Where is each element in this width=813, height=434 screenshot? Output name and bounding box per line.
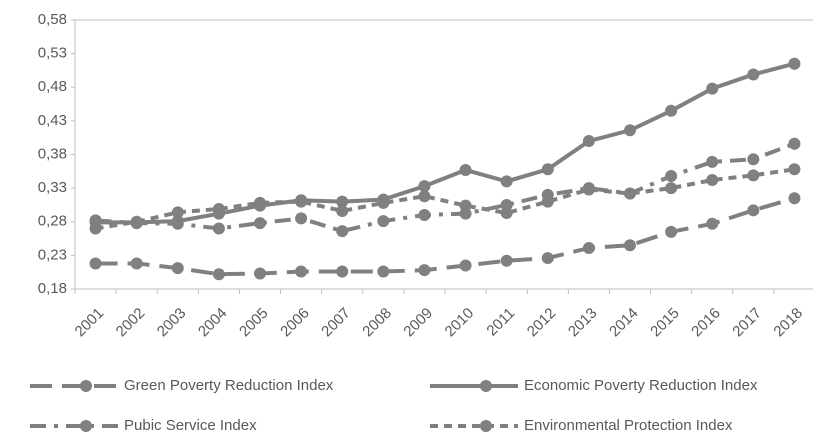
x-tick-label: 2014 — [606, 305, 642, 341]
y-tick-label: 0,48 — [38, 78, 67, 95]
series-marker — [665, 104, 678, 117]
plot-frame — [74, 19, 813, 290]
series-marker — [624, 239, 636, 252]
x-tick-label: 2001 — [72, 305, 108, 341]
series-marker — [747, 204, 760, 217]
legend-marker — [80, 380, 92, 392]
series-marker — [459, 199, 472, 212]
series-marker — [500, 207, 513, 220]
series-marker — [418, 209, 431, 222]
series-marker — [212, 202, 225, 215]
series-marker — [336, 265, 349, 278]
series-marker — [541, 163, 554, 176]
series-marker — [788, 192, 801, 205]
series-marker — [459, 259, 472, 272]
series-marker — [336, 204, 349, 217]
y-tick-label: 0,18 — [38, 280, 67, 297]
x-tick-label: 2006 — [277, 305, 313, 341]
y-tick-label: 0,33 — [38, 179, 67, 196]
series-marker — [89, 257, 102, 270]
legend-marker — [480, 420, 492, 432]
legend-marker — [480, 380, 492, 392]
series-marker — [418, 190, 431, 203]
series-marker — [130, 215, 143, 228]
x-tick-label: 2012 — [524, 305, 560, 341]
series-marker — [254, 267, 266, 280]
series-marker — [295, 265, 308, 278]
series-marker — [459, 163, 472, 176]
series-marker — [706, 82, 719, 95]
x-tick-label: 2013 — [565, 305, 601, 341]
x-tick-label: 2009 — [400, 305, 436, 341]
legend-label: Pubic Service Index — [124, 417, 257, 434]
series-marker — [747, 169, 760, 182]
y-tick-label: 0,28 — [38, 213, 67, 230]
series-marker — [665, 170, 678, 183]
series-marker — [336, 195, 349, 208]
series-marker — [788, 57, 801, 70]
series-marker — [212, 222, 225, 235]
series-marker — [418, 180, 431, 193]
series-marker — [130, 257, 143, 270]
x-tick-label: 2010 — [442, 305, 478, 341]
x-tick-label: 2016 — [688, 305, 724, 341]
x-tick-label: 2011 — [483, 305, 518, 340]
series-marker — [624, 124, 636, 137]
x-tick-label: 2015 — [647, 305, 683, 341]
y-tick-label: 0,23 — [38, 246, 67, 263]
x-tick-label: 2003 — [154, 305, 190, 341]
series-line — [95, 61, 795, 225]
series-marker — [212, 268, 225, 281]
legend-label: Economic Poverty Reduction Index — [524, 377, 758, 394]
series-marker — [788, 137, 801, 150]
series-marker — [747, 68, 760, 81]
x-tick-label: 2002 — [113, 305, 149, 341]
y-tick-label: 0,38 — [38, 145, 67, 162]
series-marker — [295, 195, 308, 208]
series-marker — [541, 195, 554, 208]
series-marker — [706, 217, 719, 230]
series-marker — [377, 196, 390, 209]
series-marker — [706, 174, 719, 187]
series-marker — [295, 212, 308, 225]
series-marker — [665, 182, 678, 195]
legend-marker — [80, 420, 92, 432]
series-marker — [254, 196, 266, 209]
series-marker — [171, 206, 184, 219]
series-marker — [582, 241, 595, 254]
series-marker — [171, 217, 184, 230]
x-tick-label: 2008 — [359, 305, 395, 341]
x-tick-label: 2007 — [318, 305, 354, 341]
series-marker — [582, 135, 595, 148]
series-marker — [665, 225, 678, 238]
series-marker — [89, 222, 102, 235]
y-tick-label: 0,58 — [38, 11, 67, 28]
series-marker — [171, 262, 184, 275]
series-marker — [582, 183, 595, 196]
series-marker — [747, 153, 760, 166]
series-marker — [254, 217, 266, 230]
series-marker — [336, 225, 349, 238]
series-line — [95, 196, 796, 277]
series-line — [95, 167, 795, 231]
y-tick-label: 0,43 — [38, 112, 67, 129]
series-marker — [500, 254, 513, 267]
series-marker — [706, 155, 719, 168]
legend-label: Environmental Protection Index — [524, 417, 733, 434]
legend-label: Green Poverty Reduction Index — [124, 377, 334, 394]
series-line — [95, 141, 796, 234]
series-marker — [377, 215, 390, 228]
series-marker — [788, 163, 801, 176]
x-tick-label: 2017 — [729, 305, 765, 341]
series-marker — [624, 187, 636, 200]
y-tick-label: 0,53 — [38, 45, 67, 62]
series-marker — [377, 265, 390, 278]
x-tick-label: 2018 — [770, 305, 806, 341]
series-marker — [418, 264, 431, 277]
x-tick-label: 2005 — [236, 305, 272, 341]
series-marker — [541, 252, 554, 265]
series-marker — [500, 175, 513, 188]
x-tick-label: 2004 — [195, 305, 231, 341]
